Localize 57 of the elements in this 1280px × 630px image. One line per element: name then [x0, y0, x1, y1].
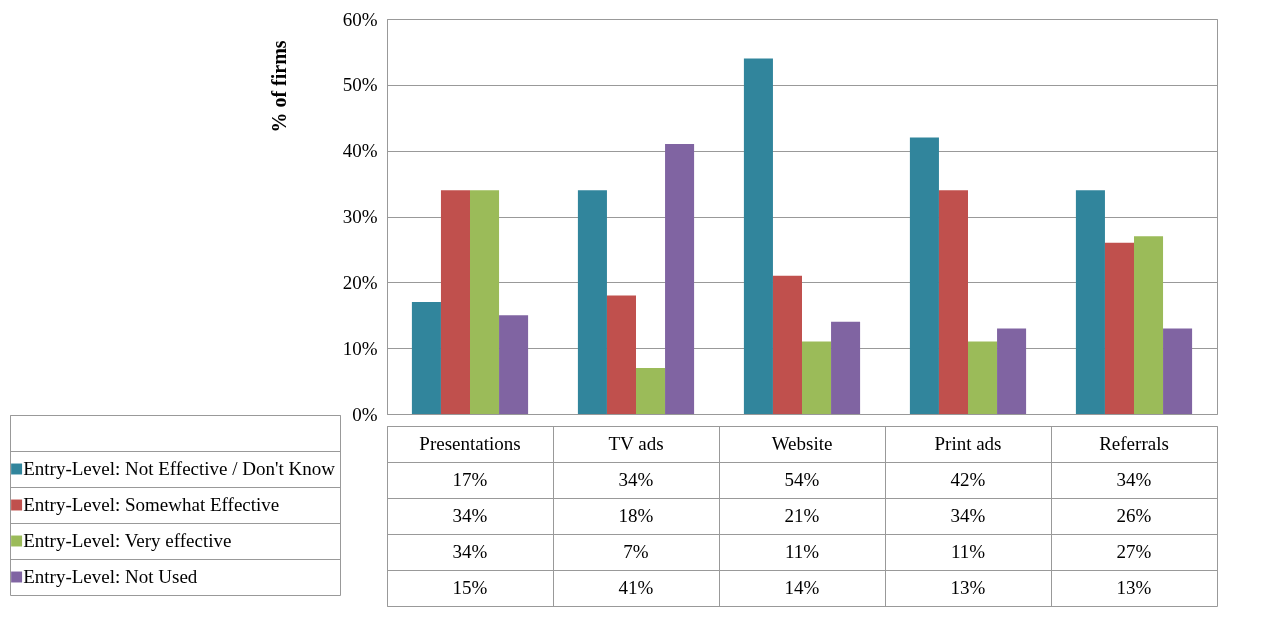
- legend-label: Entry-Level: Not Effective / Don't Know: [23, 458, 336, 479]
- bar: [577, 190, 607, 414]
- bar: [470, 190, 500, 414]
- bar: [831, 321, 861, 414]
- bar: [997, 328, 1027, 414]
- data-label: 34%: [452, 541, 488, 562]
- data-label: 11%: [784, 541, 820, 562]
- bar: [440, 190, 470, 414]
- data-label: 34%: [452, 505, 488, 526]
- bar: [1134, 236, 1164, 414]
- data-label: 34%: [950, 505, 986, 526]
- x-tick-label: Print ads: [934, 433, 1002, 454]
- bar: [772, 275, 802, 414]
- bar: [606, 295, 636, 414]
- y-tick-label: 0%: [352, 403, 378, 425]
- legend-label: Entry-Level: Not Used: [23, 566, 198, 587]
- x-tick-label: Website: [771, 433, 833, 454]
- data-label: 42%: [950, 469, 986, 490]
- data-label: 34%: [1116, 469, 1152, 490]
- y-tick-label: 50%: [342, 74, 378, 96]
- bar: [743, 58, 773, 414]
- bar: [499, 315, 529, 414]
- data-label: 15%: [452, 577, 488, 598]
- x-tick-label: Referrals: [1099, 433, 1169, 454]
- bar: [968, 341, 998, 414]
- y-axis-title: % of firms: [268, 40, 290, 133]
- bar: [411, 302, 441, 414]
- data-label: 14%: [784, 577, 820, 598]
- bar: [1163, 328, 1193, 414]
- y-tick-label: 20%: [342, 271, 378, 293]
- data-label: 13%: [1116, 577, 1152, 598]
- data-label: 41%: [618, 577, 654, 598]
- bar: [665, 144, 695, 414]
- legend-label: Entry-Level: Very effective: [23, 530, 232, 551]
- data-label: 7%: [623, 541, 649, 562]
- data-label: 11%: [950, 541, 986, 562]
- y-tick-label: 60%: [342, 8, 378, 30]
- bar: [636, 367, 666, 414]
- legend-label: Entry-Level: Somewhat Effective: [23, 494, 280, 515]
- bar: [1075, 190, 1105, 414]
- bar: [938, 190, 968, 414]
- bar: [1104, 242, 1134, 414]
- data-label: 18%: [618, 505, 654, 526]
- bar: [802, 341, 832, 414]
- data-label: 21%: [784, 505, 820, 526]
- data-label: 54%: [784, 469, 820, 490]
- y-tick-label: 30%: [342, 206, 378, 227]
- data-label: 26%: [1116, 505, 1152, 526]
- y-tick-label: 40%: [342, 140, 378, 162]
- data-label: 13%: [950, 577, 986, 598]
- y-tick-label: 10%: [342, 337, 378, 359]
- x-tick-label: TV ads: [608, 433, 664, 454]
- x-tick-label: Presentations: [419, 433, 521, 454]
- data-label: 17%: [452, 469, 488, 490]
- bar: [909, 137, 939, 414]
- data-label: 34%: [618, 469, 654, 490]
- data-label: 27%: [1116, 541, 1152, 562]
